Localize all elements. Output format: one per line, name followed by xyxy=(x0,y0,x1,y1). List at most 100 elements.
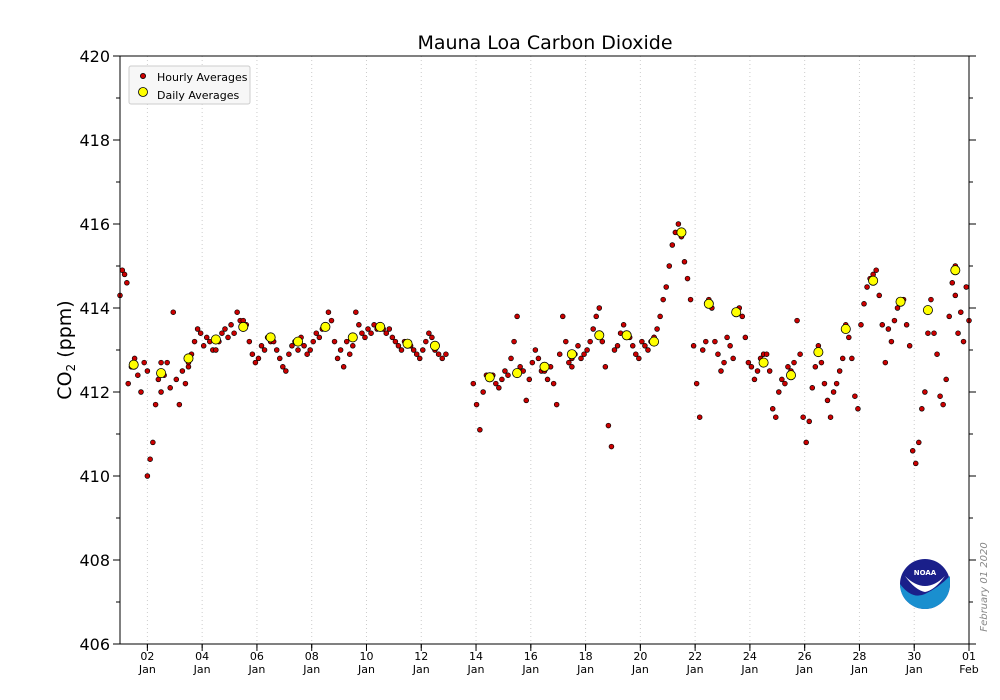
hourly-point xyxy=(715,351,721,357)
hourly-point xyxy=(158,389,164,395)
hourly-point xyxy=(246,338,253,345)
daily-point xyxy=(594,330,605,341)
x-tick-day: 08 xyxy=(305,650,319,663)
hourly-point xyxy=(602,364,609,370)
hourly-point xyxy=(696,414,703,420)
x-tick-day: 12 xyxy=(414,650,428,663)
hourly-point xyxy=(443,351,449,357)
hourly-point xyxy=(337,347,344,353)
hourly-point xyxy=(502,368,508,374)
hourly-point xyxy=(234,309,240,315)
hourly-point xyxy=(392,338,399,345)
y-tick-label: 414 xyxy=(79,299,110,318)
x-tick-month: Jan xyxy=(357,663,375,676)
hourly-point xyxy=(505,372,511,378)
hourly-point xyxy=(426,330,432,336)
hourly-point xyxy=(261,347,268,353)
hourly-point xyxy=(147,456,153,462)
x-tick-day: 04 xyxy=(195,650,209,663)
x-tick-month: Jan xyxy=(686,663,704,676)
hourly-point xyxy=(794,317,800,324)
hourly-point xyxy=(821,380,828,387)
hourly-point xyxy=(952,292,959,299)
hourly-point xyxy=(818,359,825,366)
hourly-point xyxy=(827,414,834,420)
hourly-point xyxy=(511,338,517,345)
y-tick-label: 408 xyxy=(79,551,110,570)
hourly-point xyxy=(410,347,417,353)
hourly-point xyxy=(849,355,855,362)
hourly-point xyxy=(830,389,837,395)
hourly-point xyxy=(766,368,773,374)
daily-point xyxy=(731,307,742,318)
daily-point xyxy=(293,336,304,347)
hourly-point xyxy=(699,347,706,353)
legend-hourly-marker xyxy=(139,73,146,80)
daily-point xyxy=(703,298,714,309)
daily-point xyxy=(402,338,413,349)
hourly-point xyxy=(940,401,946,408)
hourly-point xyxy=(179,368,186,374)
hourly-point xyxy=(909,448,916,454)
daily-point xyxy=(512,368,523,379)
hourly-point xyxy=(919,406,925,412)
hourly-point xyxy=(343,338,350,345)
daily-point xyxy=(758,357,769,368)
hourly-point xyxy=(806,418,812,425)
hourly-point xyxy=(356,322,362,328)
x-tick-month: Jan xyxy=(193,663,211,676)
x-tick-month: Jan xyxy=(850,663,868,676)
hourly-point xyxy=(496,385,502,391)
x-tick-day: 30 xyxy=(907,650,921,663)
hourly-point xyxy=(435,351,442,357)
hourly-point xyxy=(739,313,746,320)
hourly-point xyxy=(960,338,967,345)
hourly-point xyxy=(213,347,219,353)
hourly-point xyxy=(316,334,323,341)
hourly-point xyxy=(620,322,627,328)
hourly-point xyxy=(423,338,429,345)
x-axis: 02Jan04Jan06Jan08Jan10Jan12Jan14Jan16Jan… xyxy=(138,644,979,676)
x-tick-day: 26 xyxy=(798,650,812,663)
hourly-point xyxy=(499,376,505,383)
hourly-point xyxy=(727,343,733,349)
hourly-point xyxy=(560,313,566,320)
hourly-point xyxy=(903,322,910,328)
hourly-point xyxy=(532,347,539,353)
hourly-point xyxy=(824,397,831,404)
hourly-point xyxy=(167,385,173,391)
hourly-point xyxy=(663,284,669,290)
hourly-point xyxy=(791,359,797,366)
hourly-point xyxy=(470,380,477,387)
hourly-point xyxy=(289,343,295,349)
hourly-point xyxy=(173,376,180,383)
x-tick-day: 06 xyxy=(250,650,264,663)
hourly-point xyxy=(514,313,520,320)
hourly-point xyxy=(949,280,956,286)
daily-point xyxy=(210,334,221,345)
hourly-point xyxy=(642,343,648,349)
hourly-point xyxy=(657,313,663,320)
hourly-point xyxy=(800,414,806,420)
legend: Hourly Averages Daily Averages xyxy=(128,65,251,105)
daily-point xyxy=(676,227,687,238)
hourly-point xyxy=(703,338,709,345)
hourly-point xyxy=(773,414,779,420)
hourly-point xyxy=(535,355,542,362)
hourly-point xyxy=(340,364,347,370)
hourly-point xyxy=(228,322,234,328)
hourly-point xyxy=(669,242,676,248)
hourly-point xyxy=(331,338,338,345)
hourly-point xyxy=(888,338,895,345)
hourly-point xyxy=(839,355,846,362)
hourly-point xyxy=(742,334,749,341)
hourly-point xyxy=(629,343,636,349)
y-tick-label: 416 xyxy=(79,215,110,234)
daily-point xyxy=(238,321,249,332)
hourly-point xyxy=(712,338,718,345)
hourly-point xyxy=(231,330,237,336)
hourly-point xyxy=(891,317,898,324)
hourly-point xyxy=(164,359,170,366)
hourly-point xyxy=(556,351,563,357)
hourly-point xyxy=(152,401,159,408)
